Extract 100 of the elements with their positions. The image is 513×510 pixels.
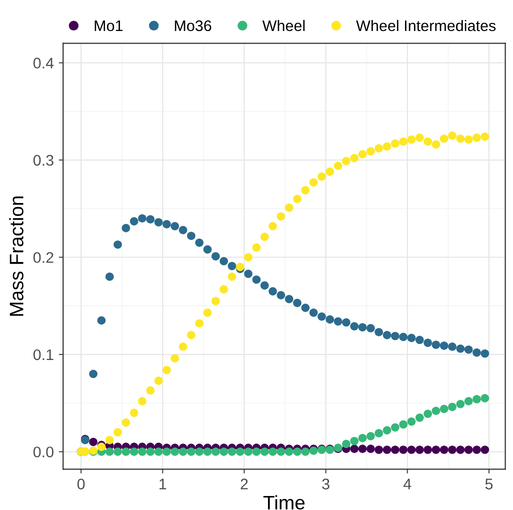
point: [260, 448, 269, 456]
point: [187, 232, 196, 240]
point: [318, 172, 326, 181]
point: [284, 294, 294, 304]
point: [276, 448, 286, 456]
point: [146, 448, 155, 456]
point: [220, 448, 228, 456]
legend-label: Wheel: [262, 20, 305, 32]
point: [382, 426, 392, 434]
point: [448, 342, 456, 351]
point: [456, 134, 465, 143]
point: [334, 317, 342, 326]
point: [228, 262, 236, 270]
point: [424, 410, 432, 418]
point: [440, 404, 448, 414]
point: [276, 291, 286, 300]
point: [350, 436, 359, 446]
x-tick-label: 1: [160, 478, 166, 490]
point: [382, 330, 392, 340]
point: [358, 150, 367, 158]
point: [456, 400, 465, 408]
legend-label: Mo36: [174, 20, 212, 32]
point: [342, 440, 350, 448]
point: [399, 137, 408, 146]
point: [203, 448, 212, 456]
point: [293, 448, 302, 456]
point: [195, 448, 204, 456]
point: [334, 162, 342, 170]
x-axis-title: Time: [263, 495, 305, 510]
point: [114, 448, 122, 456]
point: [301, 304, 310, 312]
point: [390, 446, 400, 454]
point: [440, 342, 448, 350]
point: [374, 328, 384, 336]
point: [301, 448, 310, 456]
point: [407, 446, 416, 454]
point: [293, 298, 302, 308]
point: [162, 448, 171, 456]
point: [424, 137, 432, 146]
point: [252, 275, 261, 284]
point: [358, 444, 367, 453]
point: [350, 444, 359, 453]
point: [326, 315, 334, 324]
point: [170, 354, 180, 363]
point: [146, 215, 155, 224]
point: [244, 270, 252, 278]
point: [440, 446, 448, 454]
point: [480, 349, 490, 358]
point: [154, 376, 163, 385]
point: [212, 296, 220, 306]
point: [244, 448, 252, 456]
point: [472, 446, 481, 454]
point: [407, 417, 416, 426]
point: [374, 446, 384, 454]
point: [390, 332, 400, 340]
point: [366, 444, 375, 453]
point: [472, 395, 481, 404]
point: [228, 272, 236, 281]
point: [122, 224, 130, 232]
point: [138, 214, 146, 223]
point: [195, 319, 204, 328]
point: [350, 154, 359, 162]
point: [326, 168, 334, 176]
point: [203, 308, 212, 317]
point: [415, 133, 424, 142]
x-tick-label: 5: [485, 478, 493, 490]
point: [252, 243, 261, 252]
point: [146, 386, 155, 395]
x-tick-label: 2: [240, 478, 248, 490]
point: [464, 446, 473, 454]
point: [252, 448, 261, 456]
point: [301, 186, 310, 194]
x-tick-label: 0: [77, 478, 85, 490]
point: [415, 414, 424, 422]
point: [195, 238, 204, 247]
point: [212, 252, 220, 260]
point: [236, 448, 244, 456]
point: [342, 318, 350, 327]
point: [187, 448, 196, 456]
point: [399, 420, 408, 429]
point: [472, 133, 481, 142]
point: [472, 348, 481, 357]
point: [228, 448, 236, 456]
point: [260, 281, 269, 290]
point: [448, 446, 456, 454]
y-tick-label: 0.1: [33, 349, 54, 360]
legend-label: Wheel Intermediates: [356, 20, 496, 32]
point: [399, 446, 408, 454]
point: [178, 226, 188, 234]
point: [138, 396, 146, 406]
point: [432, 340, 440, 349]
point: [309, 308, 318, 317]
point: [260, 232, 269, 241]
point: [440, 134, 448, 143]
point: [480, 394, 490, 402]
point: [390, 139, 400, 148]
point: [114, 428, 122, 436]
point: [220, 285, 228, 294]
point: [154, 218, 163, 226]
x-tick-label: 4: [404, 478, 412, 490]
